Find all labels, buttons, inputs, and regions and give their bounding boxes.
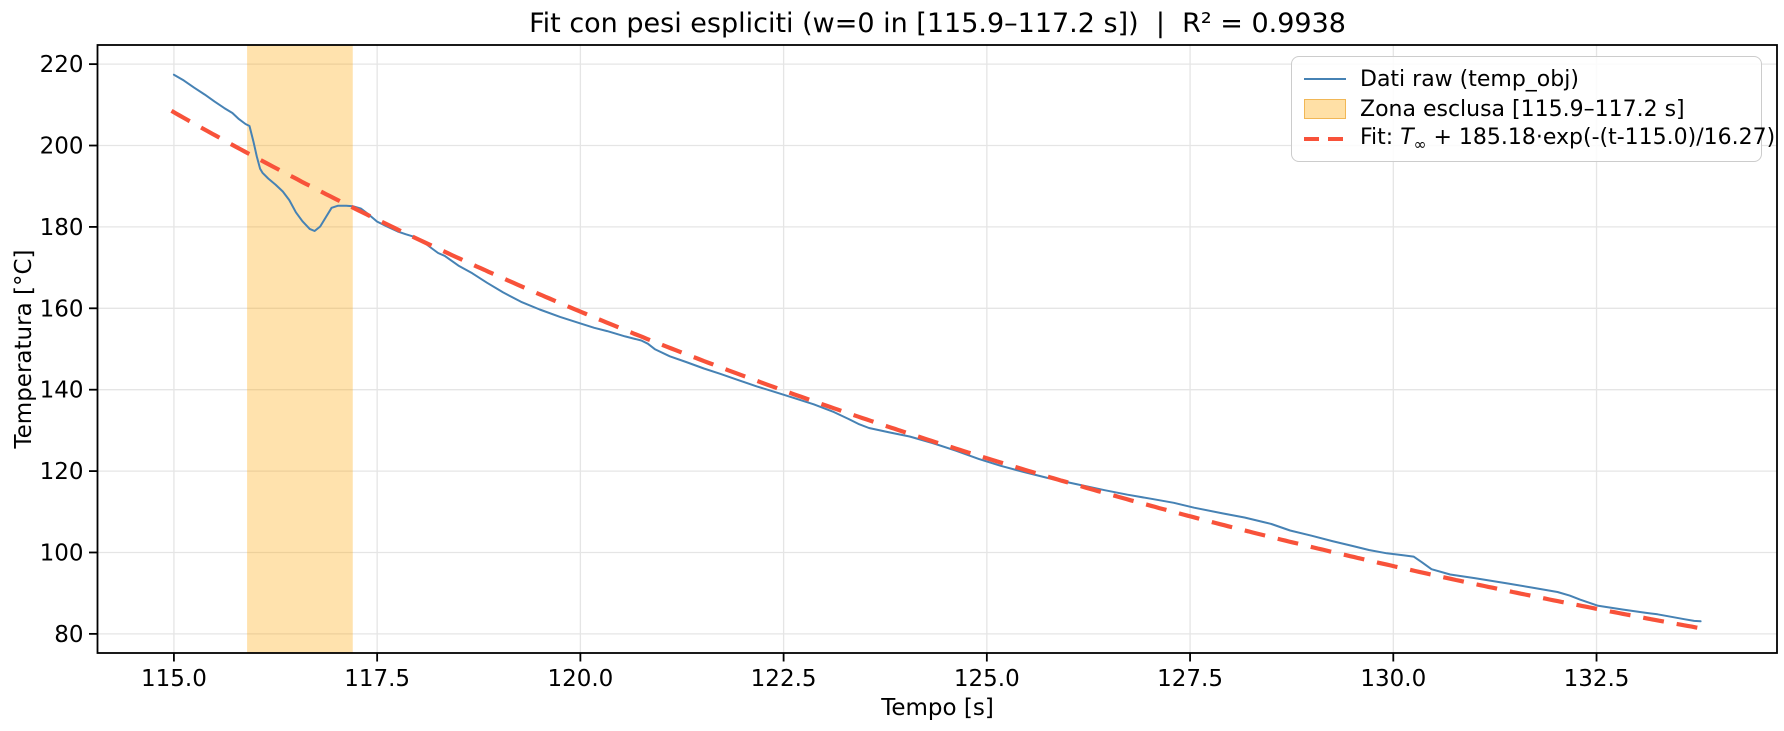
legend-row-fit: Fit: T∞ + 185.18·exp(-(t-115.0)/16.27) <box>1304 124 1775 154</box>
legend-row-raw: Dati raw (temp_obj) <box>1304 64 1747 94</box>
x-tick-label: 122.5 <box>751 666 817 692</box>
x-axis-label: Tempo [s] <box>881 695 994 721</box>
x-tick-label: 115.0 <box>141 666 207 692</box>
y-tick-label: 160 <box>40 296 84 322</box>
legend-label-zone: Zona esclusa [115.9–117.2 s] <box>1360 96 1685 122</box>
legend-row-zone: Zona esclusa [115.9–117.2 s] <box>1304 94 1747 124</box>
axes-frame <box>96 44 1778 654</box>
y-tick-label: 180 <box>40 215 84 241</box>
raw-data-line <box>172 73 1702 623</box>
y-tick-label: 100 <box>40 540 84 566</box>
x-tick-label: 120.0 <box>547 666 613 692</box>
x-tick-label: 132.5 <box>1564 666 1630 692</box>
y-tick-label: 140 <box>40 378 84 404</box>
y-tick-label: 220 <box>40 52 84 78</box>
excluded-zone-swatch-icon <box>1304 99 1346 119</box>
legend-label-fit: Fit: T∞ + 185.18·exp(-(t-115.0)/16.27) <box>1360 124 1776 154</box>
chart-title: Fit con pesi espliciti (w=0 in [115.9–11… <box>529 8 1346 39</box>
raw-line-swatch-icon <box>1304 78 1346 80</box>
y-tick-label: 80 <box>54 622 83 648</box>
legend-label-raw: Dati raw (temp_obj) <box>1360 66 1579 92</box>
y-tick-label: 120 <box>40 459 84 485</box>
excluded-zone-band <box>247 45 353 653</box>
fit-line <box>170 108 1701 631</box>
x-tick-label: 117.5 <box>344 666 410 692</box>
x-tick-label: 127.5 <box>1157 666 1223 692</box>
legend: Dati raw (temp_obj) Zona esclusa [115.9–… <box>1291 56 1775 162</box>
fit-line-swatch-icon <box>1304 136 1346 142</box>
x-tick-label: 130.0 <box>1360 666 1426 692</box>
y-tick-label: 200 <box>40 134 84 160</box>
x-tick-label: 125.0 <box>954 666 1020 692</box>
